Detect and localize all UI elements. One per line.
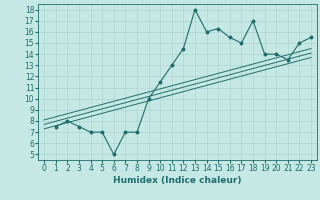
X-axis label: Humidex (Indice chaleur): Humidex (Indice chaleur) [113,176,242,185]
